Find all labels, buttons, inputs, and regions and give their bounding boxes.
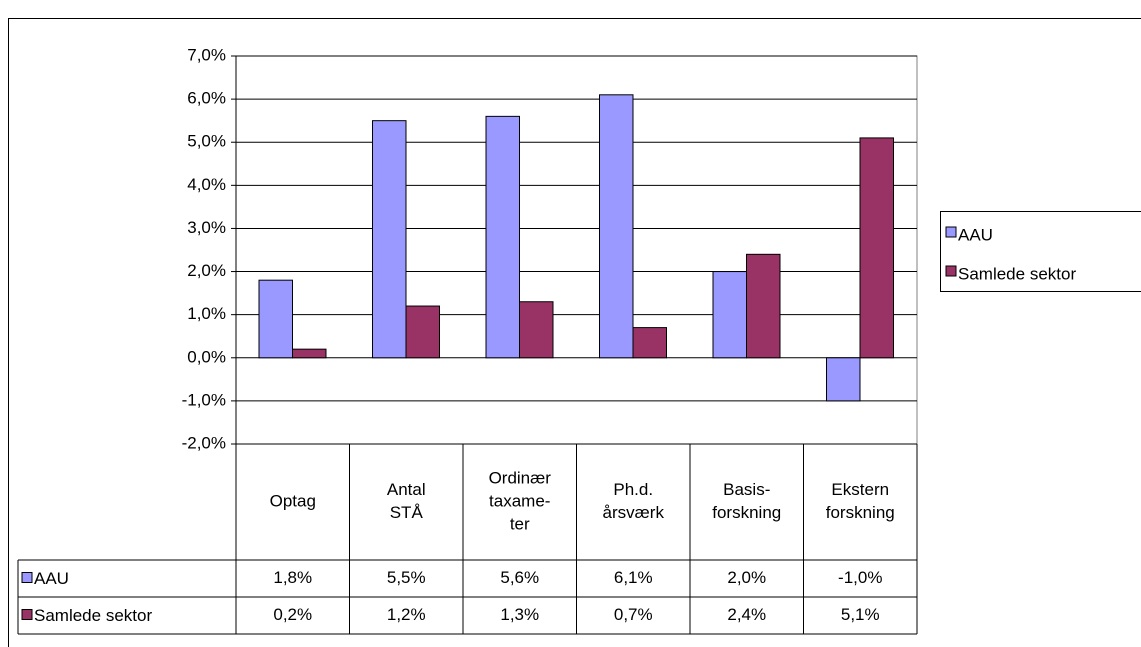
x-tick-label: taxame- — [489, 491, 550, 510]
y-tick-label: 1,0% — [187, 304, 226, 323]
bar — [859, 137, 894, 359]
table-value: 0,7% — [614, 605, 653, 624]
x-tick-label: forskning — [712, 503, 781, 522]
x-tick-label: ter — [510, 514, 530, 533]
x-tick-label: Basis- — [723, 480, 770, 499]
legend-label: AAU — [958, 225, 993, 244]
bar — [292, 348, 327, 359]
bar — [405, 305, 440, 359]
legend-key — [945, 265, 957, 277]
table-row-header: Samlede sektor — [34, 606, 152, 625]
table-value: 5,5% — [387, 568, 426, 587]
y-tick-label: 4,0% — [187, 175, 226, 194]
bar — [258, 279, 293, 359]
table-value: 0,2% — [273, 605, 312, 624]
table-value: 5,6% — [500, 568, 539, 587]
y-tick-label: 6,0% — [187, 89, 226, 108]
legend-key — [21, 572, 33, 583]
x-tick-label: Ph.d. — [613, 480, 653, 499]
table-value: 2,0% — [727, 568, 766, 587]
x-tick-label: STÅ — [390, 503, 424, 522]
table-value: 6,1% — [614, 568, 653, 587]
y-tick-label: -1,0% — [182, 390, 226, 409]
bar — [632, 327, 667, 359]
bar — [826, 357, 861, 402]
legend-label: Samlede sektor — [958, 264, 1076, 283]
y-tick-label: 7,0% — [187, 45, 226, 64]
table-value: 1,3% — [500, 605, 539, 624]
bar — [372, 120, 407, 359]
table-value: 1,8% — [273, 568, 312, 587]
y-tick-label: -2,0% — [182, 433, 226, 452]
table-value: 2,4% — [727, 605, 766, 624]
bar — [599, 94, 634, 359]
table-row-header: AAU — [34, 569, 69, 588]
legend-key — [21, 609, 33, 620]
table-value: -1,0% — [838, 568, 882, 587]
x-tick-label: Antal — [387, 480, 426, 499]
x-tick-label: forskning — [826, 503, 895, 522]
y-tick-label: 3,0% — [187, 218, 226, 237]
y-tick-label: 0,0% — [187, 347, 226, 366]
y-tick-label: 5,0% — [187, 132, 226, 151]
bar — [746, 253, 781, 359]
x-tick-label: Ekstern — [831, 480, 889, 499]
plot-area — [235, 55, 918, 445]
legend-key — [945, 226, 957, 238]
table-value: 1,2% — [387, 605, 426, 624]
x-tick-label: Ordinær — [489, 468, 552, 487]
bar — [519, 301, 554, 359]
y-tick-label: 2,0% — [187, 261, 226, 280]
bar — [712, 271, 747, 359]
bar — [485, 115, 520, 359]
table-value: 5,1% — [841, 605, 880, 624]
x-tick-label: Optag — [270, 491, 316, 510]
legend-box — [940, 211, 1141, 292]
x-tick-label: årsværk — [603, 503, 665, 522]
